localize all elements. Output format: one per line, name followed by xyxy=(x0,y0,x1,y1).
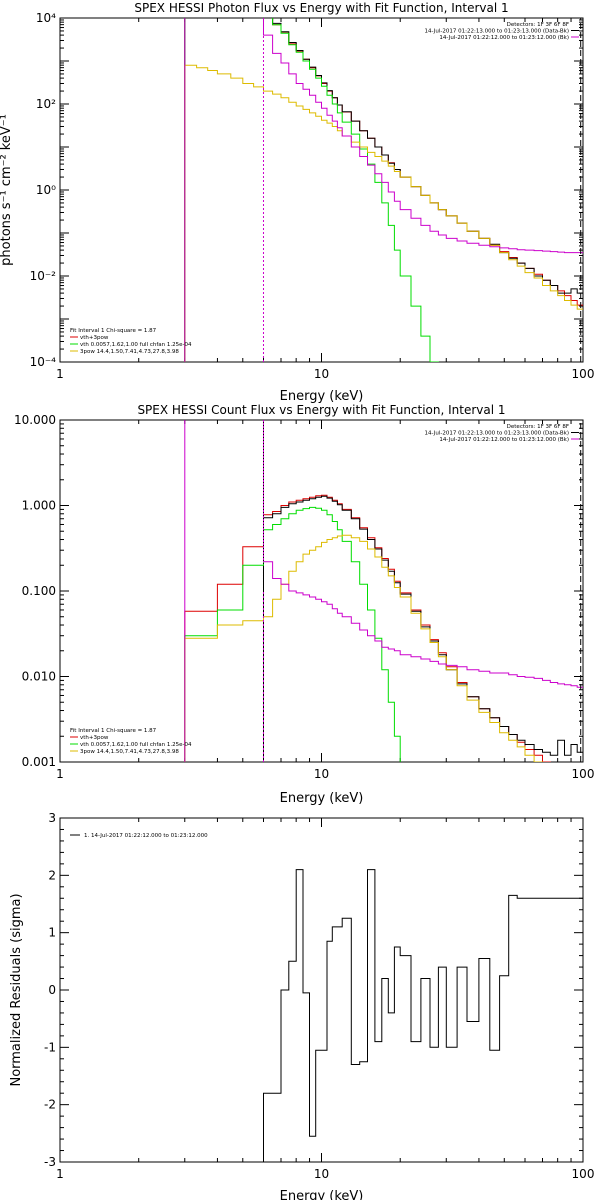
x-tick-label: 10 xyxy=(314,1167,329,1181)
y-tick-label: 10⁻² xyxy=(30,269,57,283)
y-tick-label: 10⁻⁴ xyxy=(30,355,57,369)
legend-entry-top: Detectors: 1F 3F 6F 8F xyxy=(507,22,569,28)
legend-entry-top: Detectors: 1F 3F 6F 8F xyxy=(507,424,569,430)
y-tick-label: -1 xyxy=(44,1040,56,1054)
plot-frame xyxy=(59,419,584,763)
y-tick-label: 0.001 xyxy=(22,755,56,769)
x-tick-label: 1 xyxy=(56,367,64,381)
legend-entry-bottom: vth+3pow xyxy=(80,335,109,341)
series-1-14-jul-2017-01-22-12-000-to-01-23-12-000 xyxy=(263,869,583,1162)
legend-entry-top: 14-Jul-2017 01:22:13.000 to 01:23:13.000… xyxy=(425,29,570,35)
data-area xyxy=(263,869,583,1162)
data-area xyxy=(184,420,583,762)
legend-entry: 1. 14-Jul-2017 01:22:12.000 to 01:23:12.… xyxy=(84,833,208,839)
chart-title: SPEX HESSI Photon Flux vs Energy with Fi… xyxy=(134,1,508,15)
legend-entry-top: 14-Jul-2017 01:22:12.000 to 01:23:12.000… xyxy=(439,437,569,443)
y-tick-label: 10⁰ xyxy=(36,183,56,197)
plot-frame xyxy=(59,17,584,363)
chart-panel-1: SPEX HESSI Photon Flux vs Energy with Fi… xyxy=(0,1,595,404)
x-tick-label: 10 xyxy=(314,767,329,781)
y-tick-label: -3 xyxy=(44,1155,56,1169)
series-data-bk xyxy=(184,18,583,362)
x-axis-label: Energy (keV) xyxy=(280,791,364,806)
y-axis-label: photons s⁻¹ cm⁻² keV⁻¹ xyxy=(0,114,14,266)
legend-entry-bottom: vth+3pow xyxy=(80,735,109,741)
y-tick-label: 1.000 xyxy=(22,499,56,513)
chart-panel-2: SPEX HESSI Count Flux vs Energy with Fit… xyxy=(14,403,595,806)
data-area xyxy=(184,18,583,362)
series-data-bk xyxy=(184,495,583,762)
x-tick-label: 1 xyxy=(56,767,64,781)
y-axis-label: Normalized Residuals (sigma) xyxy=(9,893,24,1086)
y-tick-label: -2 xyxy=(44,1098,56,1112)
series-vth-3pow xyxy=(184,18,583,362)
series-vth xyxy=(184,18,439,362)
y-tick-label: 0 xyxy=(48,983,56,997)
x-tick-label: 1 xyxy=(56,1167,64,1181)
legend-entry-top: 14-Jul-2017 01:22:12.000 to 01:23:12.000… xyxy=(439,35,569,41)
x-tick-label: 100 xyxy=(572,367,595,381)
y-tick-label: 10² xyxy=(36,97,56,111)
plot-frame xyxy=(59,817,584,1163)
series-3pow xyxy=(184,534,543,762)
x-axis-label: Energy (keV) xyxy=(280,1189,364,1200)
legend-entry-top: 14-Jul-2017 01:22:13.000 to 01:23:13.000… xyxy=(425,431,570,437)
y-tick-label: 0.010 xyxy=(22,670,56,684)
series-3pow xyxy=(184,64,583,362)
legend-entry-bottom: 3pow 14.4,1.50,7.41,4.73,27.8,3.98 xyxy=(80,749,179,755)
y-tick-label: 0.100 xyxy=(22,584,56,598)
series-bk xyxy=(184,420,583,762)
x-tick-label: 10 xyxy=(314,367,329,381)
x-tick-label: 100 xyxy=(572,767,595,781)
legend-entry-bottom: vth 0.0057,1.62,1.00 full chfan 1.25e-04 xyxy=(80,342,192,348)
y-tick-label: 1 xyxy=(48,926,56,940)
y-tick-label: 2 xyxy=(48,868,56,882)
series-bk xyxy=(184,18,583,362)
x-tick-label: 100 xyxy=(572,1167,595,1181)
legend-entry-bottom: vth 0.0057,1.62,1.00 full chfan 1.25e-04 xyxy=(80,742,192,748)
chart-title: SPEX HESSI Count Flux vs Energy with Fit… xyxy=(137,403,505,417)
legend-entry-bottom: Fit Interval 1 Chi-square = 1.87 xyxy=(70,328,157,334)
legend-entry-bottom: Fit Interval 1 Chi-square = 1.87 xyxy=(70,728,157,734)
legend-entry-bottom: 3pow 14.4,1.50,7.41,4.73,27.8,3.98 xyxy=(80,349,179,355)
y-tick-label: 10⁴ xyxy=(36,11,56,25)
x-axis-label: Energy (keV) xyxy=(280,389,364,404)
y-tick-label: 3 xyxy=(48,811,56,825)
y-tick-label: 10.000 xyxy=(14,413,56,427)
chart-panel-3: 1 10 100 -3 -2 -1 0 1 2 3 Energy (keV) Normalized R… xyxy=(9,811,594,1200)
series-vth xyxy=(184,506,401,762)
series-vth-3pow xyxy=(184,494,551,762)
